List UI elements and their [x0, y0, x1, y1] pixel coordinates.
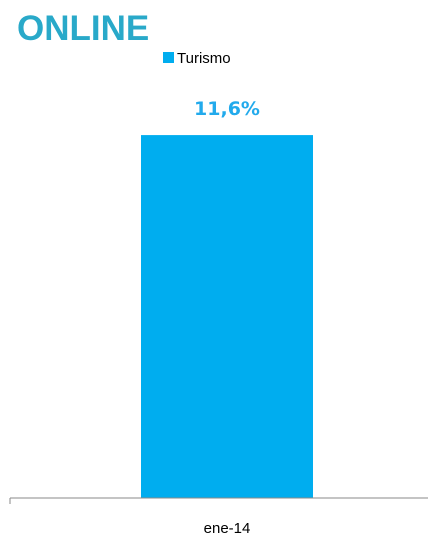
bar-turismo-ene-14	[141, 135, 313, 499]
legend-swatch-turismo	[163, 52, 174, 63]
legend: Turismo	[163, 50, 231, 67]
x-tick-label: ene-14	[204, 520, 251, 536]
chart-title: ONLINE	[17, 9, 149, 48]
plot-area: 11,6% ene-14	[141, 98, 313, 536]
legend-label-turismo: Turismo	[177, 50, 231, 67]
data-label: 11,6%	[194, 98, 260, 120]
